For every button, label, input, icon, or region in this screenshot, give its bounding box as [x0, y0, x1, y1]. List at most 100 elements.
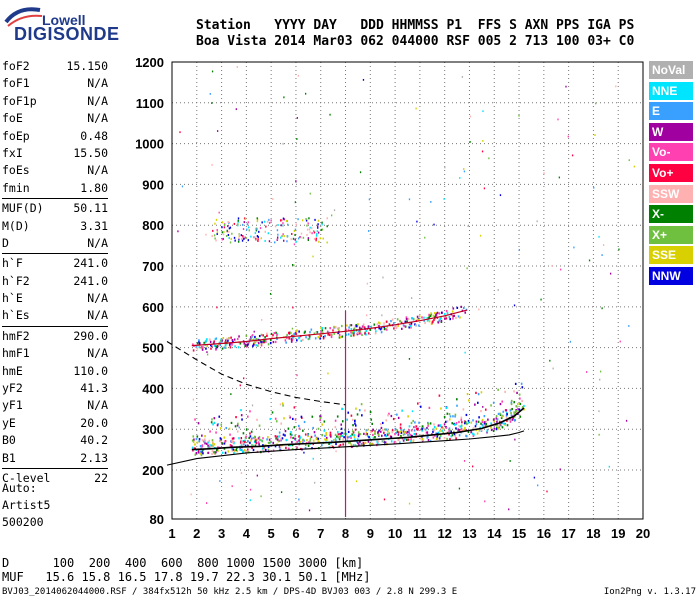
y-tick-labels: 80 200 300 400 500 600 700 800 900 1000 1100 1200 [135, 55, 164, 527]
echo-point [326, 330, 329, 333]
echo-point [269, 341, 272, 345]
echo-point [427, 422, 430, 425]
noise-point [329, 113, 331, 116]
echo-point [399, 430, 401, 433]
param-name: fxI [2, 145, 23, 160]
echo-point [288, 337, 291, 340]
echo-point [349, 434, 352, 438]
echo-point [299, 440, 302, 443]
echo-point [427, 438, 430, 442]
noise-point [464, 351, 466, 354]
param-row: foF1 N/A [2, 75, 108, 92]
echo-point [244, 343, 247, 346]
echo-point [246, 444, 249, 447]
echo-point [324, 438, 326, 441]
noise-point [472, 465, 474, 468]
echo-point [234, 239, 236, 242]
echo-point [418, 319, 420, 322]
echo-point [289, 416, 291, 419]
echo-point [260, 342, 263, 346]
noise-point [367, 230, 370, 232]
echo-point [245, 450, 248, 453]
echo-point [367, 325, 370, 328]
echo-point [198, 439, 201, 443]
echo-point [218, 415, 221, 418]
param-name: D [2, 235, 9, 250]
echo-point [238, 237, 240, 240]
echo-point [207, 451, 209, 455]
echo-point [379, 322, 381, 325]
echo-point [227, 450, 230, 453]
echo-point [294, 233, 296, 236]
echo-point [209, 444, 211, 447]
noise-point [206, 351, 208, 354]
echo-point [500, 416, 503, 420]
echo-point [329, 433, 332, 437]
echo-point [351, 430, 354, 433]
echo-point [312, 426, 314, 430]
param-row: hmF2 290.0 [2, 328, 108, 345]
echo-point [439, 317, 441, 320]
echo-point [421, 428, 423, 431]
echo-point [202, 452, 204, 455]
echo-point [265, 225, 267, 228]
echo-point [520, 382, 523, 385]
echo-point [421, 437, 424, 441]
echo-point [245, 428, 248, 431]
echo-point [397, 433, 400, 436]
noise-point [543, 172, 545, 175]
echo-point [263, 340, 265, 343]
echo-point [294, 238, 296, 241]
x-tick-label: 9 [367, 526, 374, 541]
echo-point [498, 420, 501, 423]
echo-point [425, 431, 428, 434]
echo-point [276, 238, 279, 241]
echo-point [223, 436, 226, 439]
echo-point [209, 430, 211, 433]
echo-point [415, 324, 417, 327]
echo-point [421, 425, 424, 428]
echo-point [317, 231, 320, 234]
echo-point [400, 327, 403, 330]
echo-point [315, 437, 318, 441]
echo-point [407, 317, 410, 320]
echo-point [513, 418, 516, 421]
echo-point [378, 327, 381, 330]
echo-point [346, 324, 348, 327]
param-row: M(D) 3.31 [2, 218, 108, 235]
echo-point [216, 346, 218, 349]
echo-point [372, 443, 374, 446]
noise-point [615, 85, 617, 88]
echo-point [309, 231, 311, 234]
echo-point [367, 332, 370, 335]
echo-point [278, 445, 281, 448]
echo-point [372, 433, 374, 437]
echo-point [260, 439, 263, 442]
echo-point [262, 341, 264, 344]
legend-item: Vo+ [649, 163, 693, 182]
echo-point [412, 317, 415, 321]
echo-point [383, 438, 385, 441]
echo-point [286, 235, 289, 238]
echo-point [298, 441, 301, 444]
echo-point [374, 332, 377, 335]
echo-point [323, 420, 326, 423]
echo-point [238, 233, 241, 236]
noise-point [557, 118, 559, 121]
echo-point [316, 225, 319, 228]
echo-point [446, 437, 448, 441]
echo-point [352, 431, 355, 434]
echo-point [294, 437, 296, 440]
echo-point [240, 448, 243, 452]
param-name: fmin [2, 180, 30, 195]
echo-point [256, 418, 258, 421]
echo-point [222, 337, 225, 340]
echo-point [460, 427, 463, 430]
echo-point [253, 341, 256, 344]
param-value: 3.31 [80, 218, 108, 233]
echo-point [419, 405, 422, 408]
param-name: h`E [2, 291, 23, 306]
echo-point [291, 447, 294, 451]
echo-point [521, 386, 524, 389]
echo-point [221, 231, 224, 234]
